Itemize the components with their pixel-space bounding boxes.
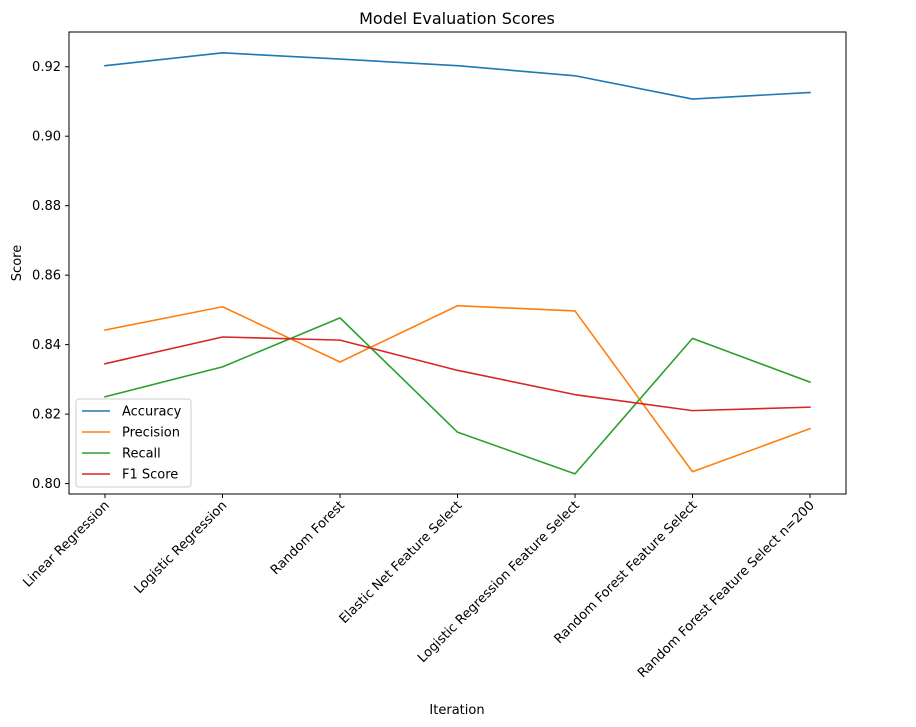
x-tick-label: Random Forest Feature Select [552,498,701,647]
y-tick-label: 0.82 [32,408,61,423]
series-line-precision [104,304,812,473]
y-tick-label: 0.80 [32,477,61,492]
y-axis-label: Score [10,245,25,281]
series-layer [104,52,812,475]
legend-box [75,398,192,488]
y-axis: 0.80 0.82 0.84 0.86 0.88 0.90 0.92 [32,60,69,492]
series-line-recall [104,317,812,475]
x-tick-label: Logistic Regression [132,498,231,597]
legend: Accuracy Precision Recall F1 Score [75,398,192,488]
plot-area [69,32,846,494]
legend-entry: Recall [122,447,161,462]
y-tick-label: 0.84 [32,338,61,353]
series-line-f1-score [104,336,811,412]
x-axis: Linear Regression Logistic Regression Rand… [20,494,818,681]
x-tick-label: Linear Regression [20,498,112,590]
y-tick-label: 0.88 [32,199,61,214]
x-axis-label: Iteration [429,703,484,718]
y-tick-label: 0.90 [32,130,61,145]
legend-entry: Precision [122,426,180,441]
y-tick-label: 0.86 [32,269,61,284]
series-line-accuracy [104,52,811,100]
legend-entry: F1 Score [122,468,178,483]
x-tick-label: Random Forest [268,498,348,578]
y-tick-label: 0.92 [32,60,61,75]
legend-entry: Accuracy [122,405,182,420]
chart-title: Model Evaluation Scores [359,9,555,28]
x-tick-label: Elastic Net Feature Select [337,498,466,627]
